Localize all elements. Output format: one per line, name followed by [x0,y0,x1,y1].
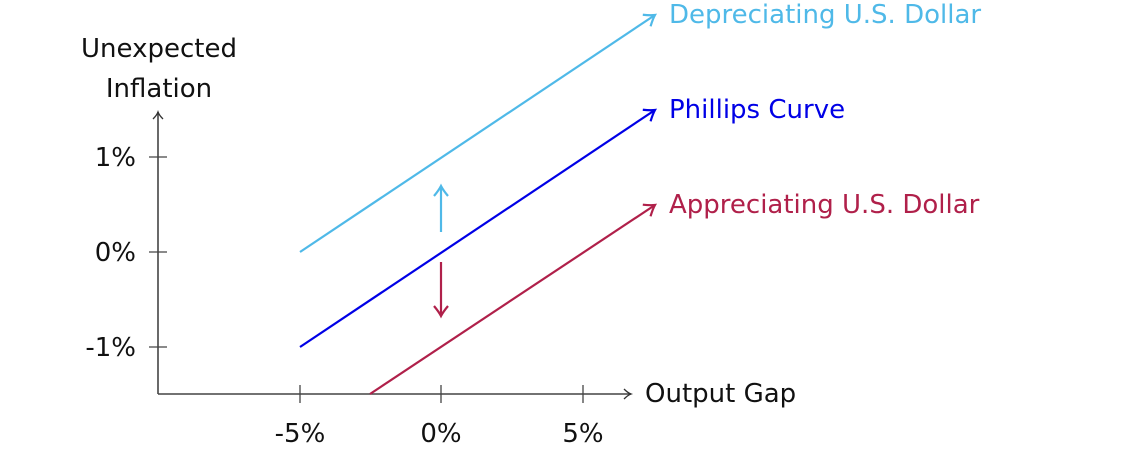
y-tick-label-0: 0% [95,238,136,268]
series-label-appreciating: Appreciating U.S. Dollar [669,190,980,220]
series-appreciating-dollar [369,203,658,395]
series-label-depreciating: Depreciating U.S. Dollar [669,0,981,30]
x-tick-label-5: 5% [562,419,603,449]
x-ticks [299,385,584,403]
series-label-phillips: Phillips Curve [669,95,845,125]
x-tick-label-neg5: -5% [275,419,326,449]
series-depreciating-dollar [299,13,658,253]
y-ticks [149,156,167,348]
y-axis-label-line2: Inflation [106,74,212,104]
y-tick-label-1: 1% [95,143,136,173]
y-tick-label-neg1: -1% [85,333,136,363]
series-phillips-curve [299,108,658,348]
x-tick-label-0: 0% [420,419,461,449]
x-axis-label: Output Gap [645,379,796,409]
y-axis-label-line1: Unexpected [81,34,237,64]
